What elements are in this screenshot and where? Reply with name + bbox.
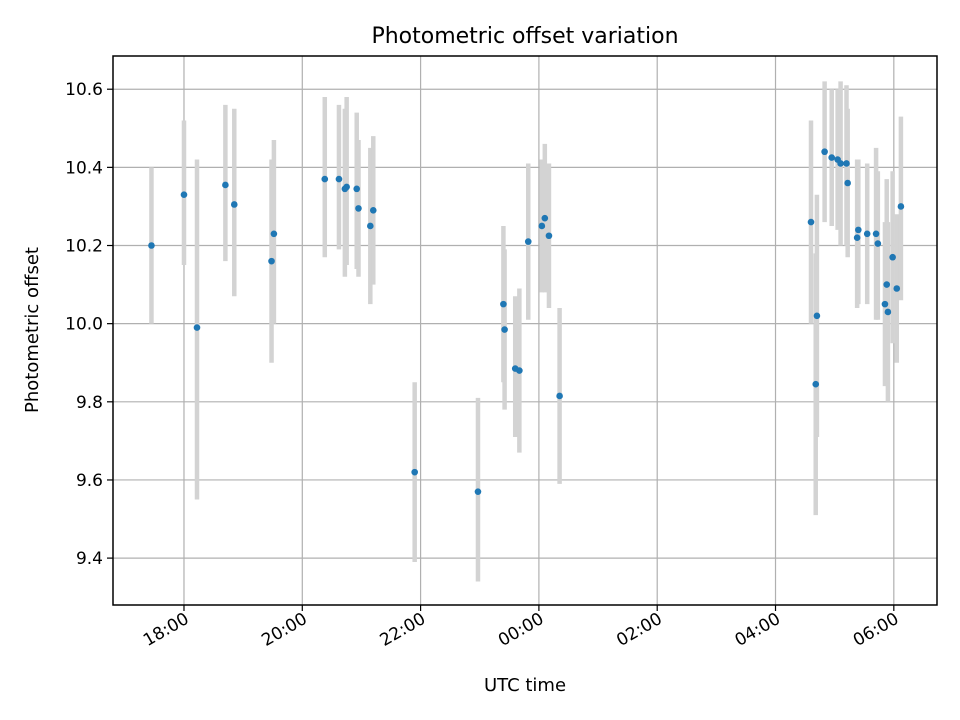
data-point: [230, 201, 238, 208]
data-point: [474, 488, 482, 495]
data-point: [874, 240, 882, 247]
data-point: [411, 468, 418, 476]
data-point: [872, 230, 880, 238]
data-point: [812, 380, 820, 388]
x-axis-label: UTC time: [484, 675, 566, 696]
plot-frame: [112, 55, 938, 606]
data-point: [844, 179, 851, 187]
data-point: [524, 238, 532, 245]
data-point: [343, 183, 350, 191]
data-point: [813, 312, 821, 320]
data-point: [897, 203, 905, 210]
data-point: [270, 230, 278, 238]
data-point: [180, 191, 188, 199]
data-point: [148, 242, 155, 249]
data-point: [884, 308, 892, 316]
data-point: [222, 181, 229, 189]
data-point: [893, 285, 901, 292]
y-tick-label: 10.2: [65, 237, 103, 257]
y-axis-ticks: 9.4 9.6 9.8 10.0 10.2 10.4 10.6: [65, 80, 113, 569]
data-point: [367, 222, 374, 230]
y-tick-label: 10.0: [65, 315, 103, 335]
data-point: [335, 175, 343, 183]
data-point: [545, 232, 553, 240]
data-point: [853, 234, 861, 241]
data-point: [538, 222, 546, 230]
y-tick-label: 9.4: [76, 549, 103, 569]
data-point: [541, 214, 549, 222]
data-point: [821, 148, 828, 156]
y-tick-label: 9.8: [76, 393, 103, 413]
chart-title: Photometric offset variation: [371, 24, 678, 49]
data-point: [807, 218, 815, 226]
data-point: [556, 392, 563, 400]
data-point: [863, 230, 871, 238]
data-point: [500, 300, 507, 308]
data-point: [843, 160, 850, 167]
data-point: [353, 185, 361, 193]
grid-lines: [113, 56, 937, 605]
data-point: [369, 207, 377, 214]
data-point: [268, 257, 275, 265]
data-point: [516, 367, 523, 374]
y-tick-label: 10.4: [65, 158, 103, 178]
data-point: [889, 253, 896, 261]
data-points: [148, 148, 905, 495]
y-tick-label: 10.6: [65, 80, 103, 100]
y-tick-label: 9.6: [76, 471, 103, 491]
data-point: [883, 281, 891, 288]
data-point: [501, 326, 508, 333]
data-point: [837, 160, 844, 167]
y-axis-label: Photometric offset: [22, 247, 43, 413]
data-point: [321, 175, 329, 183]
data-point: [881, 300, 889, 308]
data-point: [355, 205, 362, 212]
data-point: [193, 324, 201, 331]
data-point: [828, 154, 836, 161]
data-point: [855, 226, 862, 234]
